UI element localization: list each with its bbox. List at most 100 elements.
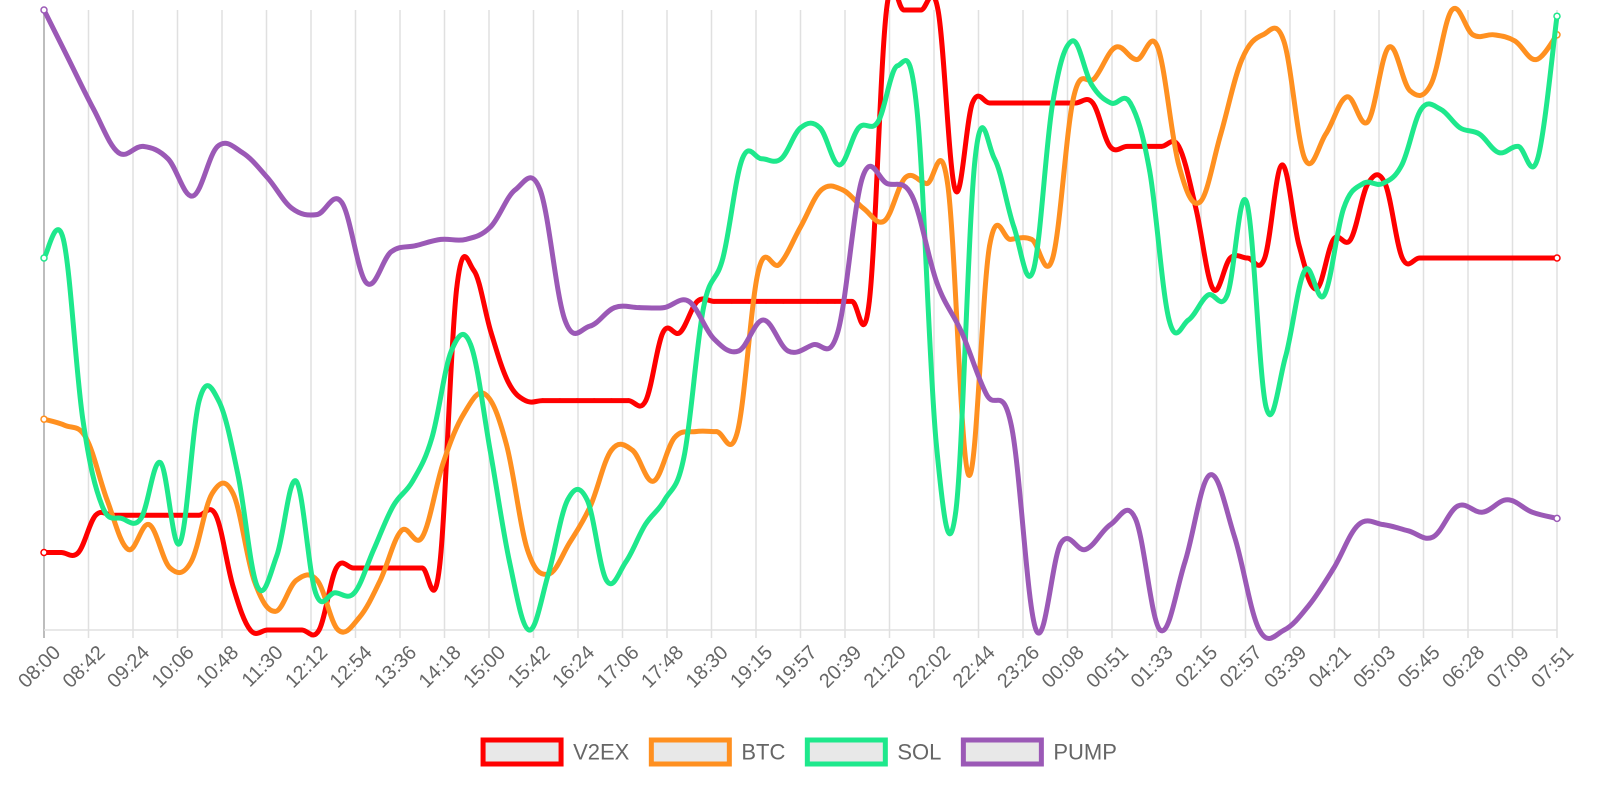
data-point-v2ex[interactable]	[58, 550, 64, 555]
data-point-btc[interactable]	[882, 218, 887, 224]
data-point-sol[interactable]	[1011, 224, 1017, 230]
data-point-btc[interactable]	[714, 429, 719, 434]
data-point-btc[interactable]	[525, 547, 530, 552]
data-point-pump[interactable]	[264, 175, 270, 180]
data-point-pump[interactable]	[1331, 565, 1337, 571]
data-point-pump[interactable]	[959, 330, 964, 335]
data-point-sol[interactable]	[1050, 100, 1055, 106]
data-point-btc[interactable]	[1218, 131, 1224, 137]
data-point-pump[interactable]	[537, 187, 543, 193]
data-point-btc[interactable]	[230, 491, 236, 496]
data-point-sol[interactable]	[584, 497, 590, 503]
data-point-btc[interactable]	[735, 429, 740, 434]
data-point-sol[interactable]	[1418, 106, 1424, 112]
data-point-sol[interactable]	[643, 522, 648, 527]
data-point-btc[interactable]	[945, 181, 950, 186]
data-point-pump[interactable]	[612, 305, 617, 310]
data-point-v2ex[interactable]	[127, 513, 133, 518]
data-point-v2ex[interactable]	[832, 299, 838, 304]
data-point-sol[interactable]	[468, 342, 474, 348]
data-point-v2ex[interactable]	[316, 627, 322, 633]
data-point-v2ex[interactable]	[952, 187, 958, 193]
data-point-sol[interactable]	[410, 478, 415, 484]
data-point-btc[interactable]	[1365, 119, 1371, 124]
data-point-v2ex[interactable]	[746, 299, 752, 304]
data-point-v2ex[interactable]	[1124, 144, 1130, 149]
data-point-v2ex[interactable]	[402, 565, 408, 571]
data-point-v2ex[interactable]	[1468, 255, 1474, 261]
data-point-sol[interactable]	[216, 398, 221, 403]
data-point-pump[interactable]	[1058, 540, 1064, 546]
data-point-v2ex[interactable]	[368, 565, 374, 571]
data-point-sol[interactable]	[1166, 317, 1172, 323]
data-point-btc[interactable]	[609, 447, 614, 453]
data-point-sol[interactable]	[565, 497, 570, 503]
data-point-v2ex[interactable]	[1210, 286, 1216, 292]
data-point-v2ex[interactable]	[76, 550, 81, 555]
data-point-btc[interactable]	[1134, 57, 1139, 62]
data-point-sol[interactable]	[332, 590, 338, 596]
data-point-v2ex[interactable]	[609, 398, 614, 403]
data-point-sol[interactable]	[196, 398, 202, 403]
data-point-sol[interactable]	[837, 162, 842, 168]
data-point-btc[interactable]	[62, 423, 68, 428]
data-point-sol[interactable]	[778, 156, 784, 162]
data-point-sol[interactable]	[158, 460, 163, 465]
data-point-pump[interactable]	[190, 193, 196, 199]
data-point-sol[interactable]	[1477, 131, 1482, 137]
data-point-v2ex[interactable]	[162, 513, 167, 518]
legend-item-v2ex[interactable]: V2EX	[480, 737, 630, 767]
data-point-btc[interactable]	[293, 578, 299, 583]
data-point-v2ex[interactable]	[643, 398, 649, 403]
data-point-btc[interactable]	[1470, 32, 1476, 38]
data-point-btc[interactable]	[1449, 7, 1455, 13]
data-point-btc[interactable]	[1260, 32, 1266, 38]
data-point-btc[interactable]	[861, 206, 866, 211]
data-point-sol[interactable]	[1321, 292, 1327, 298]
legend[interactable]: V2EX BTC SOL PUMP	[480, 737, 1117, 767]
data-point-sol[interactable]	[1496, 150, 1502, 155]
data-point-v2ex[interactable]	[420, 565, 425, 571]
data-point-sol[interactable]	[681, 454, 687, 459]
data-point-v2ex[interactable]	[93, 513, 98, 518]
data-point-pump[interactable]	[686, 299, 692, 304]
data-point-sol[interactable]	[1438, 106, 1443, 112]
data-point-v2ex[interactable]	[540, 398, 545, 403]
data-point-pump[interactable]	[513, 187, 518, 193]
data-point-v2ex[interactable]	[334, 565, 339, 571]
data-point-v2ex[interactable]	[815, 299, 820, 304]
data-point-pump[interactable]	[240, 150, 245, 155]
data-point-v2ex[interactable]	[729, 299, 734, 304]
data-point-pump[interactable]	[1529, 509, 1535, 515]
data-point-pump[interactable]	[463, 237, 469, 242]
data-point-sol[interactable]	[1553, 12, 1561, 20]
data-point-sol[interactable]	[1457, 125, 1463, 131]
data-point-btc[interactable]	[146, 522, 152, 527]
data-point-v2ex[interactable]	[1451, 255, 1457, 261]
data-point-btc[interactable]	[840, 187, 845, 193]
data-point-v2ex[interactable]	[1021, 100, 1027, 106]
data-point-v2ex[interactable]	[1245, 255, 1250, 261]
data-point-btc[interactable]	[167, 565, 173, 571]
data-point-pump[interactable]	[1009, 423, 1014, 428]
data-point-btc[interactable]	[420, 534, 425, 540]
data-point-pump[interactable]	[289, 206, 295, 211]
data-point-pump[interactable]	[339, 199, 344, 205]
data-point-sol[interactable]	[487, 447, 493, 453]
data-point-sol[interactable]	[1224, 292, 1230, 298]
data-point-btc[interactable]	[1386, 44, 1392, 50]
data-point-sol[interactable]	[914, 106, 920, 112]
data-point-sol[interactable]	[371, 547, 377, 552]
data-point-v2ex[interactable]	[557, 398, 563, 403]
data-point-pump[interactable]	[1405, 528, 1411, 534]
data-point-pump[interactable]	[1505, 497, 1510, 503]
data-point-v2ex[interactable]	[1417, 255, 1422, 261]
data-point-v2ex[interactable]	[763, 299, 769, 304]
data-point-sol[interactable]	[1186, 317, 1191, 323]
data-point-sol[interactable]	[1535, 156, 1540, 162]
data-point-sol[interactable]	[1341, 206, 1346, 211]
data-point-btc[interactable]	[777, 261, 782, 267]
data-point-btc[interactable]	[441, 460, 446, 465]
data-point-sol[interactable]	[720, 255, 726, 261]
data-point-btc[interactable]	[356, 615, 362, 620]
